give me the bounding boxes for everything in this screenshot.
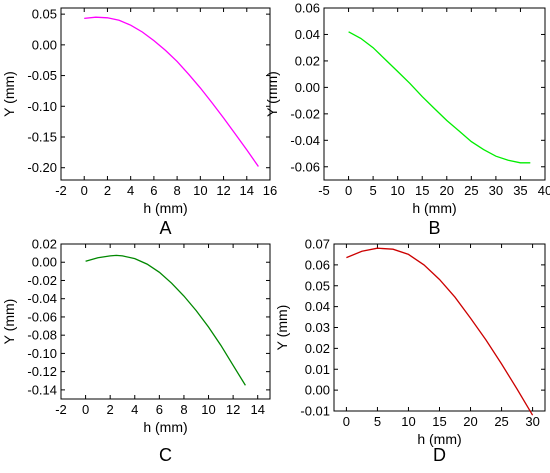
chart-0-y-tick-label: 0.00 — [32, 37, 57, 52]
chart-1-y-tick-label: 0.00 — [295, 80, 320, 95]
chart-1-plot-frame — [323, 7, 546, 181]
chart-3-y-tick-label: -0.01 — [300, 404, 330, 419]
chart-0-x-tick-label: 16 — [263, 183, 277, 198]
chart-0-x-tick-label: 2 — [104, 183, 111, 198]
chart-2-y-tick-label: -0.08 — [27, 328, 57, 343]
chart-2-y-axis-title: Y (mm) — [1, 299, 17, 345]
chart-3: 0 5 10 15 20 25 30 -0.01 0.00 0.01 0.02 0.03 0.04 0.0… — [274, 237, 546, 465]
chart-2-x-tick-label: -2 — [55, 402, 67, 417]
chart-3-y-tick-label: 0.07 — [305, 237, 330, 252]
chart-2-x-axis-title: h (mm) — [143, 419, 187, 435]
chart-0-y-tick-label: -0.10 — [27, 99, 57, 114]
chart-1-x-tick-label: 20 — [440, 183, 454, 198]
chart-0-y-axis-title: Y (mm) — [1, 71, 17, 117]
chart-2-x-tick-label: 2 — [107, 402, 114, 417]
chart-1-y-tick-label: 0.06 — [295, 1, 320, 16]
chart-1-x-tick-label: 5 — [369, 183, 376, 198]
chart-0-y-tick-label: -0.20 — [27, 160, 57, 175]
chart-2-plot-frame — [60, 243, 271, 400]
chart-3-x-tick-label: 30 — [525, 414, 539, 429]
chart-2-x-tick-label: 8 — [180, 402, 187, 417]
chart-0-x-tick-label: 14 — [240, 183, 254, 198]
chart-3-x-tick-label: 5 — [374, 414, 381, 429]
chart-2-y-tick-label: -0.04 — [27, 291, 57, 306]
chart-3-x-tick-label: 25 — [494, 414, 508, 429]
chart-0-x-tick-label: -2 — [55, 183, 67, 198]
chart-1: -5 0 5 10 15 20 25 30 35 40 -0.06 -0.04 -0.02 0.00 0.0… — [264, 1, 550, 239]
chart-3-y-tick-label: 0.03 — [305, 320, 330, 335]
chart-3-y-axis-title: Y (mm) — [274, 305, 290, 351]
chart-2: -2 0 2 4 6 8 10 12 14 -0.14 -0.12 -0.10 -0.08 -0.06 -0… — [1, 237, 271, 465]
chart-3-y-tick-label: 0.02 — [305, 341, 330, 356]
chart-3-y-tick-label: 0.05 — [305, 278, 330, 293]
chart-1-x-tick-label: -5 — [318, 183, 330, 198]
chart-3-x-axis-title: h (mm) — [417, 431, 461, 447]
chart-3-y-tick-label: 0.06 — [305, 257, 330, 272]
chart-1-y-tick-label: -0.04 — [290, 133, 320, 148]
chart-1-panel-label: B — [428, 218, 440, 238]
chart-2-x-tick-label: 6 — [156, 402, 163, 417]
chart-1-y-tick-label: 0.04 — [295, 27, 320, 42]
chart-2-x-tick-label: 0 — [82, 402, 89, 417]
chart-1-y-tick-label: -0.06 — [290, 159, 320, 174]
chart-3-x-tick-label: 10 — [401, 414, 415, 429]
chart-1-x-tick-label: 15 — [415, 183, 429, 198]
chart-1-y-axis-title: Y (mm) — [264, 71, 280, 117]
chart-1-x-tick-label: 35 — [513, 183, 527, 198]
chart-3-y-tick-label: 0.04 — [305, 299, 330, 314]
chart-0-y-tick-label: -0.05 — [27, 68, 57, 83]
chart-0-series-line — [84, 16, 259, 167]
chart-2-y-tick-label: 0.00 — [32, 255, 57, 270]
chart-1-x-tick-label: 10 — [390, 183, 404, 198]
chart-0-y-tick-label: 0.05 — [32, 7, 57, 22]
chart-3-x-tick-label: 20 — [463, 414, 477, 429]
chart-0-x-tick-label: 6 — [150, 183, 157, 198]
chart-2-x-tick-label: 12 — [226, 402, 240, 417]
chart-1-x-tick-label: 25 — [464, 183, 478, 198]
chart-2-series-line — [85, 254, 246, 386]
chart-1-y-tick-label: -0.02 — [290, 106, 320, 121]
chart-2-y-tick-label: -0.12 — [27, 364, 57, 379]
chart-0-x-tick-label: 12 — [216, 183, 230, 198]
chart-2-panel-label: C — [159, 445, 172, 465]
chart-2-y-tick-label: -0.10 — [27, 346, 57, 361]
chart-0-x-tick-label: 4 — [127, 183, 134, 198]
chart-3-series-line — [346, 247, 534, 416]
chart-0-x-tick-label: 8 — [173, 183, 180, 198]
chart-2-x-tick-label: 14 — [250, 402, 264, 417]
chart-0-x-tick-label: 10 — [193, 183, 207, 198]
chart-2-x-tick-label: 10 — [201, 402, 215, 417]
chart-0-y-tick-label: -0.15 — [27, 130, 57, 145]
chart-2-y-tick-label: -0.02 — [27, 273, 57, 288]
chart-2-x-tick-label: 4 — [131, 402, 138, 417]
chart-1-x-tick-label: 30 — [489, 183, 503, 198]
chart-1-x-tick-label: 40 — [538, 183, 550, 198]
chart-2-y-tick-label: -0.14 — [27, 382, 57, 397]
chart-3-panel-label: D — [433, 445, 446, 465]
chart-0-panel-label: A — [159, 218, 171, 238]
chart-3-plot-frame — [333, 243, 546, 412]
chart-3-x-tick-label: 15 — [432, 414, 446, 429]
chart-0: -2 0 2 4 6 8 10 12 14 16 -0.20 -0.15 -0.10 -0.05 0.00 0… — [1, 7, 277, 238]
chart-2-y-tick-label: 0.02 — [32, 237, 57, 252]
chart-0-x-tick-label: 0 — [81, 183, 88, 198]
chart-3-x-tick-label: 0 — [343, 414, 350, 429]
chart-0-plot-frame — [60, 7, 271, 181]
chart-1-series-line — [348, 31, 531, 164]
chart-1-x-axis-title: h (mm) — [412, 200, 456, 216]
chart-1-x-tick-label: 0 — [345, 183, 352, 198]
chart-3-y-tick-label: 0.01 — [305, 362, 330, 377]
chart-1-y-tick-label: 0.02 — [295, 53, 320, 68]
chart-3-y-tick-label: 0.00 — [305, 383, 330, 398]
chart-2-y-tick-label: -0.06 — [27, 309, 57, 324]
chart-0-x-axis-title: h (mm) — [143, 200, 187, 216]
